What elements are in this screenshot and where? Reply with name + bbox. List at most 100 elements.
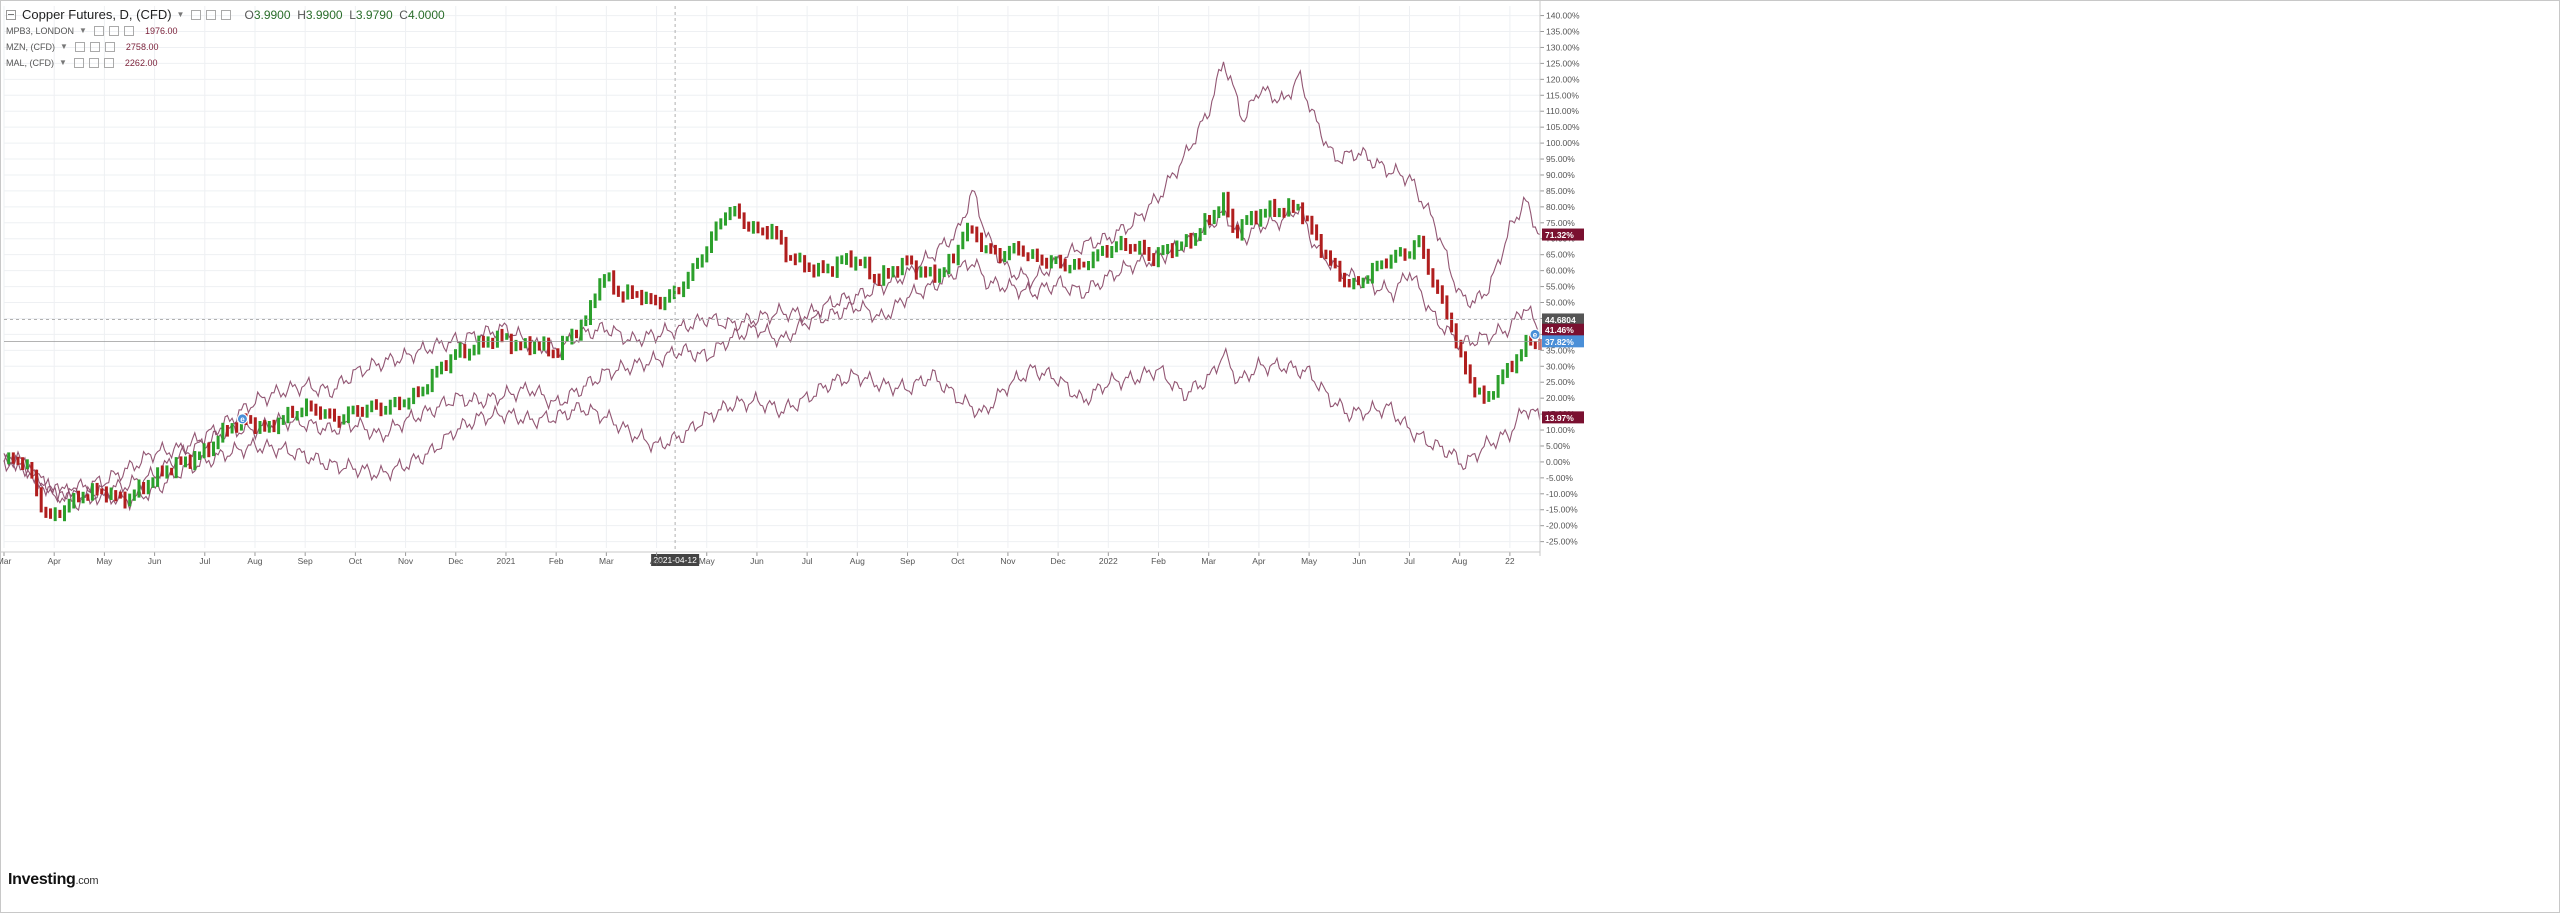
candle-bar [1277,208,1281,218]
y-tick-label: 125.00% [1546,58,1580,68]
candle-bar [440,361,443,375]
y-tick-label: 0.00% [1546,457,1571,467]
compare-symbol[interactable]: MZN, (CFD) [6,42,55,52]
event-marker-glyph: e [1533,330,1538,339]
candle-bar [212,441,215,457]
candle-bar [11,452,15,464]
candle-bar [263,420,267,432]
candle-bar [281,415,285,425]
candle-bar [868,256,872,280]
y-tick-label: 30.00% [1546,361,1575,371]
x-tick-label: 2021 [496,556,515,566]
candle-bar [123,491,127,509]
candle-bar [561,335,564,361]
price-badge-label: 41.46% [1545,325,1574,335]
candle-bar [77,490,80,503]
candle-bar [1045,257,1049,269]
candle-bar [989,243,993,254]
candle-bar [360,406,364,417]
candle-bar [1380,260,1384,270]
candle-bar [696,257,699,269]
candle-bar [132,489,136,501]
candle-bar [351,405,355,415]
candle-bar [1515,354,1519,374]
x-tick-label: Jul [199,556,210,566]
chevron-down-icon[interactable]: ▼ [60,42,68,51]
candle-bar [849,250,853,268]
y-tick-label: 135.00% [1546,27,1580,37]
candle-bar [751,221,755,234]
remove-icon[interactable] [104,42,115,52]
compare-symbol[interactable]: MAL, (CFD) [6,58,54,68]
price-badge-bg [1542,335,1584,348]
candle-bar [1142,239,1146,255]
settings-icon[interactable] [73,58,84,68]
remove-icon[interactable] [221,10,232,20]
candle-bar [742,212,746,229]
candle-bar [682,281,686,298]
candle-bar [579,319,583,341]
candle-bar [863,256,867,269]
candle-bar [668,289,672,303]
settings-icon[interactable] [93,26,104,36]
x-tick-label: Mar [0,556,11,566]
candle-bar [384,405,388,415]
candle-bar [724,212,727,226]
candle-bar [831,266,834,277]
candle-bar [714,221,718,241]
candle-bar [998,248,1002,264]
candle-bar [370,400,374,413]
y-tick-label: 35.00% [1546,345,1575,355]
crosshair-date-label: 2021-04-12 [653,555,697,565]
candle-bar [39,487,43,513]
y-tick-label: 130.00% [1546,42,1580,52]
low-value: 3.9790 [355,8,393,22]
candle-bar [1166,244,1170,255]
candle-bar [95,482,99,496]
candle-bar [225,425,229,437]
axis-layer: -25.00% -20.00% -15.00% -10.00% -5.00% 0.00% 5… [0,0,1580,566]
candle-bar [1422,235,1426,259]
candle-bar [961,231,965,250]
candle-bar [1361,277,1365,289]
candle-bar [1203,213,1207,235]
settings-icon[interactable] [74,42,85,52]
candle-bar [142,482,146,495]
candle-bar [272,419,276,433]
candle-bar [970,225,974,234]
candle-bar [72,493,76,509]
remove-icon[interactable] [103,58,114,68]
candle-bar [644,291,648,304]
candle-bar [919,266,923,278]
legend-main-symbol[interactable]: Copper Futures, D, (CFD) [22,7,172,22]
candle-bar [1468,364,1472,384]
visibility-icon[interactable] [89,42,100,52]
candle-bar [1450,312,1454,333]
candle-bar [1315,224,1319,241]
candle-bar [1054,256,1058,264]
settings-icon[interactable] [191,10,202,20]
visibility-icon[interactable] [108,26,119,36]
collapse-legend-icon[interactable] [6,10,16,20]
compare-symbol[interactable]: MPB3, LONDON [6,26,75,36]
candle-bar [1310,215,1314,235]
candle-bar [1222,192,1225,216]
candle-bar [584,315,588,327]
candle-bar [910,255,914,265]
candle-bar [398,396,402,411]
candle-bar [1119,235,1123,251]
chevron-down-icon[interactable]: ▼ [176,10,185,19]
chevron-down-icon[interactable]: ▼ [79,26,87,35]
remove-icon[interactable] [123,26,134,36]
candle-bar [486,336,490,348]
candle-bar [1077,258,1081,270]
price-badge-bg [1542,228,1584,241]
candle-bar [1347,279,1351,288]
chevron-down-icon[interactable]: ▼ [59,58,67,67]
visibility-icon[interactable] [206,10,217,20]
candle-bar [328,408,332,419]
candle-bar [947,253,951,275]
visibility-icon[interactable] [88,58,99,68]
